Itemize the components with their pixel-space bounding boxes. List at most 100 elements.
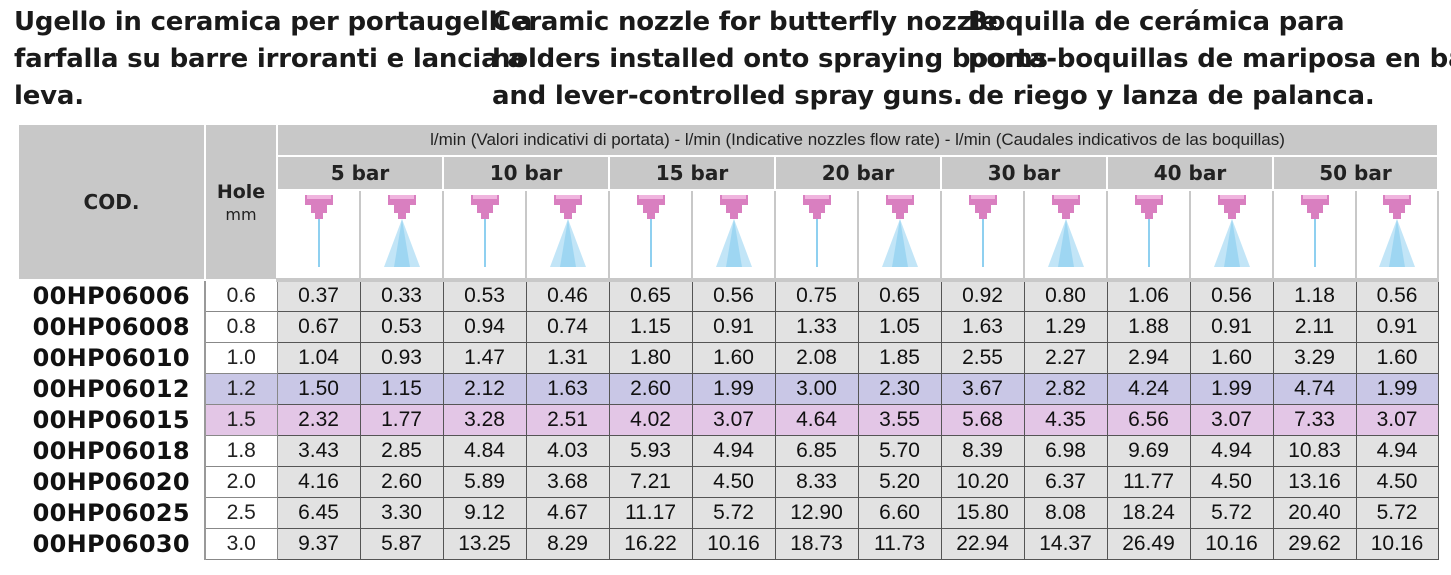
flow-value: 0.46 [525,279,610,312]
flow-value: 3.00 [774,372,859,405]
flow-value: 4.24 [1106,372,1191,405]
flow-value: 2.94 [1106,341,1191,374]
flow-value: 0.91 [691,310,776,343]
product-code: 00HP06020 [17,465,206,498]
flow-value: 6.45 [276,496,361,529]
column-header-hole: Hole mm [204,123,278,281]
flow-value: 11.77 [1106,465,1191,498]
product-code: 00HP06015 [17,403,206,436]
hole-unit: mm [225,204,257,224]
flow-value: 10.83 [1272,434,1357,467]
pressure-header: 15 bar [608,155,776,191]
flow-value: 8.29 [525,527,610,560]
flow-rate-table: COD. Hole mm l/min (Valori indicativi di… [17,123,1439,560]
flow-value: 5.70 [857,434,942,467]
flow-value: 6.60 [857,496,942,529]
hole-size: 1.2 [204,372,278,405]
flow-value: 1.99 [1189,372,1274,405]
flow-value: 4.50 [691,465,776,498]
flow-value: 5.68 [940,403,1025,436]
flow-value: 4.84 [442,434,527,467]
flow-value: 4.64 [774,403,859,436]
flow-value: 18.73 [774,527,859,560]
flow-value: 1.47 [442,341,527,374]
flow-value: 0.67 [276,310,361,343]
flow-value: 22.94 [940,527,1025,560]
flow-value: 3.68 [525,465,610,498]
flow-value: 6.56 [1106,403,1191,436]
flow-value: 4.16 [276,465,361,498]
flow-value: 2.30 [857,372,942,405]
cone-spray-nozzle-icon [1355,189,1439,282]
flow-value: 0.91 [1189,310,1274,343]
flow-value: 5.72 [1355,496,1439,529]
flow-value: 1.04 [276,341,361,374]
cone-spray-nozzle-icon [1189,189,1274,282]
flow-value: 20.40 [1272,496,1357,529]
icon-row [18,189,1439,282]
cone-spray-nozzle-icon [691,189,776,282]
flow-value: 12.90 [774,496,859,529]
pressure-row: 5 bar 10 bar 15 bar 20 bar 30 bar 40 bar 50 ba… [18,155,1439,191]
table-row: 00HP06025 2.5 6.45 3.30 9.12 4.67 11.17 5.72 12.… [17,496,1439,529]
flow-value: 5.72 [691,496,776,529]
solid-stream-nozzle-icon [276,189,361,282]
flow-value: 2.11 [1272,310,1357,343]
table-row: 00HP06010 1.0 1.04 0.93 1.47 1.31 1.80 1.60 2.08… [17,341,1439,374]
hole-size: 0.8 [204,310,278,343]
cone-spray-nozzle-icon [1023,189,1108,282]
flow-value: 29.62 [1272,527,1357,560]
flow-value: 2.51 [525,403,610,436]
flow-value: 0.92 [940,279,1025,312]
flow-value: 10.20 [940,465,1025,498]
hole-size: 3.0 [204,527,278,560]
flow-value: 3.29 [1272,341,1357,374]
pressure-header: 20 bar [774,155,942,191]
flow-value: 1.60 [1189,341,1274,374]
flow-value: 1.77 [359,403,444,436]
flow-value: 1.18 [1272,279,1357,312]
table-row: 00HP06015 1.5 2.32 1.77 3.28 2.51 4.02 3.07 4.64… [17,403,1439,436]
title-line: farfalla su barre irroranti e lancia a [14,44,525,74]
hole-size: 2.5 [204,496,278,529]
pressure-header: 5 bar [276,155,444,191]
flow-value: 1.15 [608,310,693,343]
flow-value: 2.27 [1023,341,1108,374]
title-spanish: Boquilla de cerámica para porta-boquilla… [968,4,1451,115]
flow-value: 5.87 [359,527,444,560]
flow-value: 0.91 [1355,310,1439,343]
flow-value: 4.67 [525,496,610,529]
flow-value: 2.60 [608,372,693,405]
flow-value: 5.89 [442,465,527,498]
flow-value: 10.16 [1189,527,1274,560]
table-row: 00HP06020 2.0 4.16 2.60 5.89 3.68 7.21 4.50 8.33… [17,465,1439,498]
flow-value: 6.98 [1023,434,1108,467]
hole-size: 1.8 [204,434,278,467]
flow-value: 0.74 [525,310,610,343]
flow-value: 4.94 [1355,434,1439,467]
product-code: 00HP06025 [17,496,206,529]
flow-value: 4.50 [1355,465,1439,498]
flow-value: 2.82 [1023,372,1108,405]
product-code: 00HP06010 [17,341,206,374]
flow-value: 2.32 [276,403,361,436]
hole-label: Hole [216,180,266,203]
pressure-header: 30 bar [940,155,1108,191]
flow-value: 6.37 [1023,465,1108,498]
flow-value: 11.73 [857,527,942,560]
flow-value: 0.75 [774,279,859,312]
flow-value: 0.56 [1189,279,1274,312]
flow-value: 0.80 [1023,279,1108,312]
flow-value: 1.85 [857,341,942,374]
flow-value: 0.56 [1355,279,1439,312]
flow-value: 13.16 [1272,465,1357,498]
flow-value: 0.53 [359,310,444,343]
flow-value: 1.99 [691,372,776,405]
solid-stream-nozzle-icon [442,189,527,282]
title-english: Ceramic nozzle for butterfly nozzle hold… [492,4,1048,115]
product-code: 00HP06012 [17,372,206,405]
titles: Ugello in ceramica per portaugelli a far… [0,4,1451,116]
flow-value: 5.93 [608,434,693,467]
flow-value: 4.03 [525,434,610,467]
flow-value: 0.53 [442,279,527,312]
